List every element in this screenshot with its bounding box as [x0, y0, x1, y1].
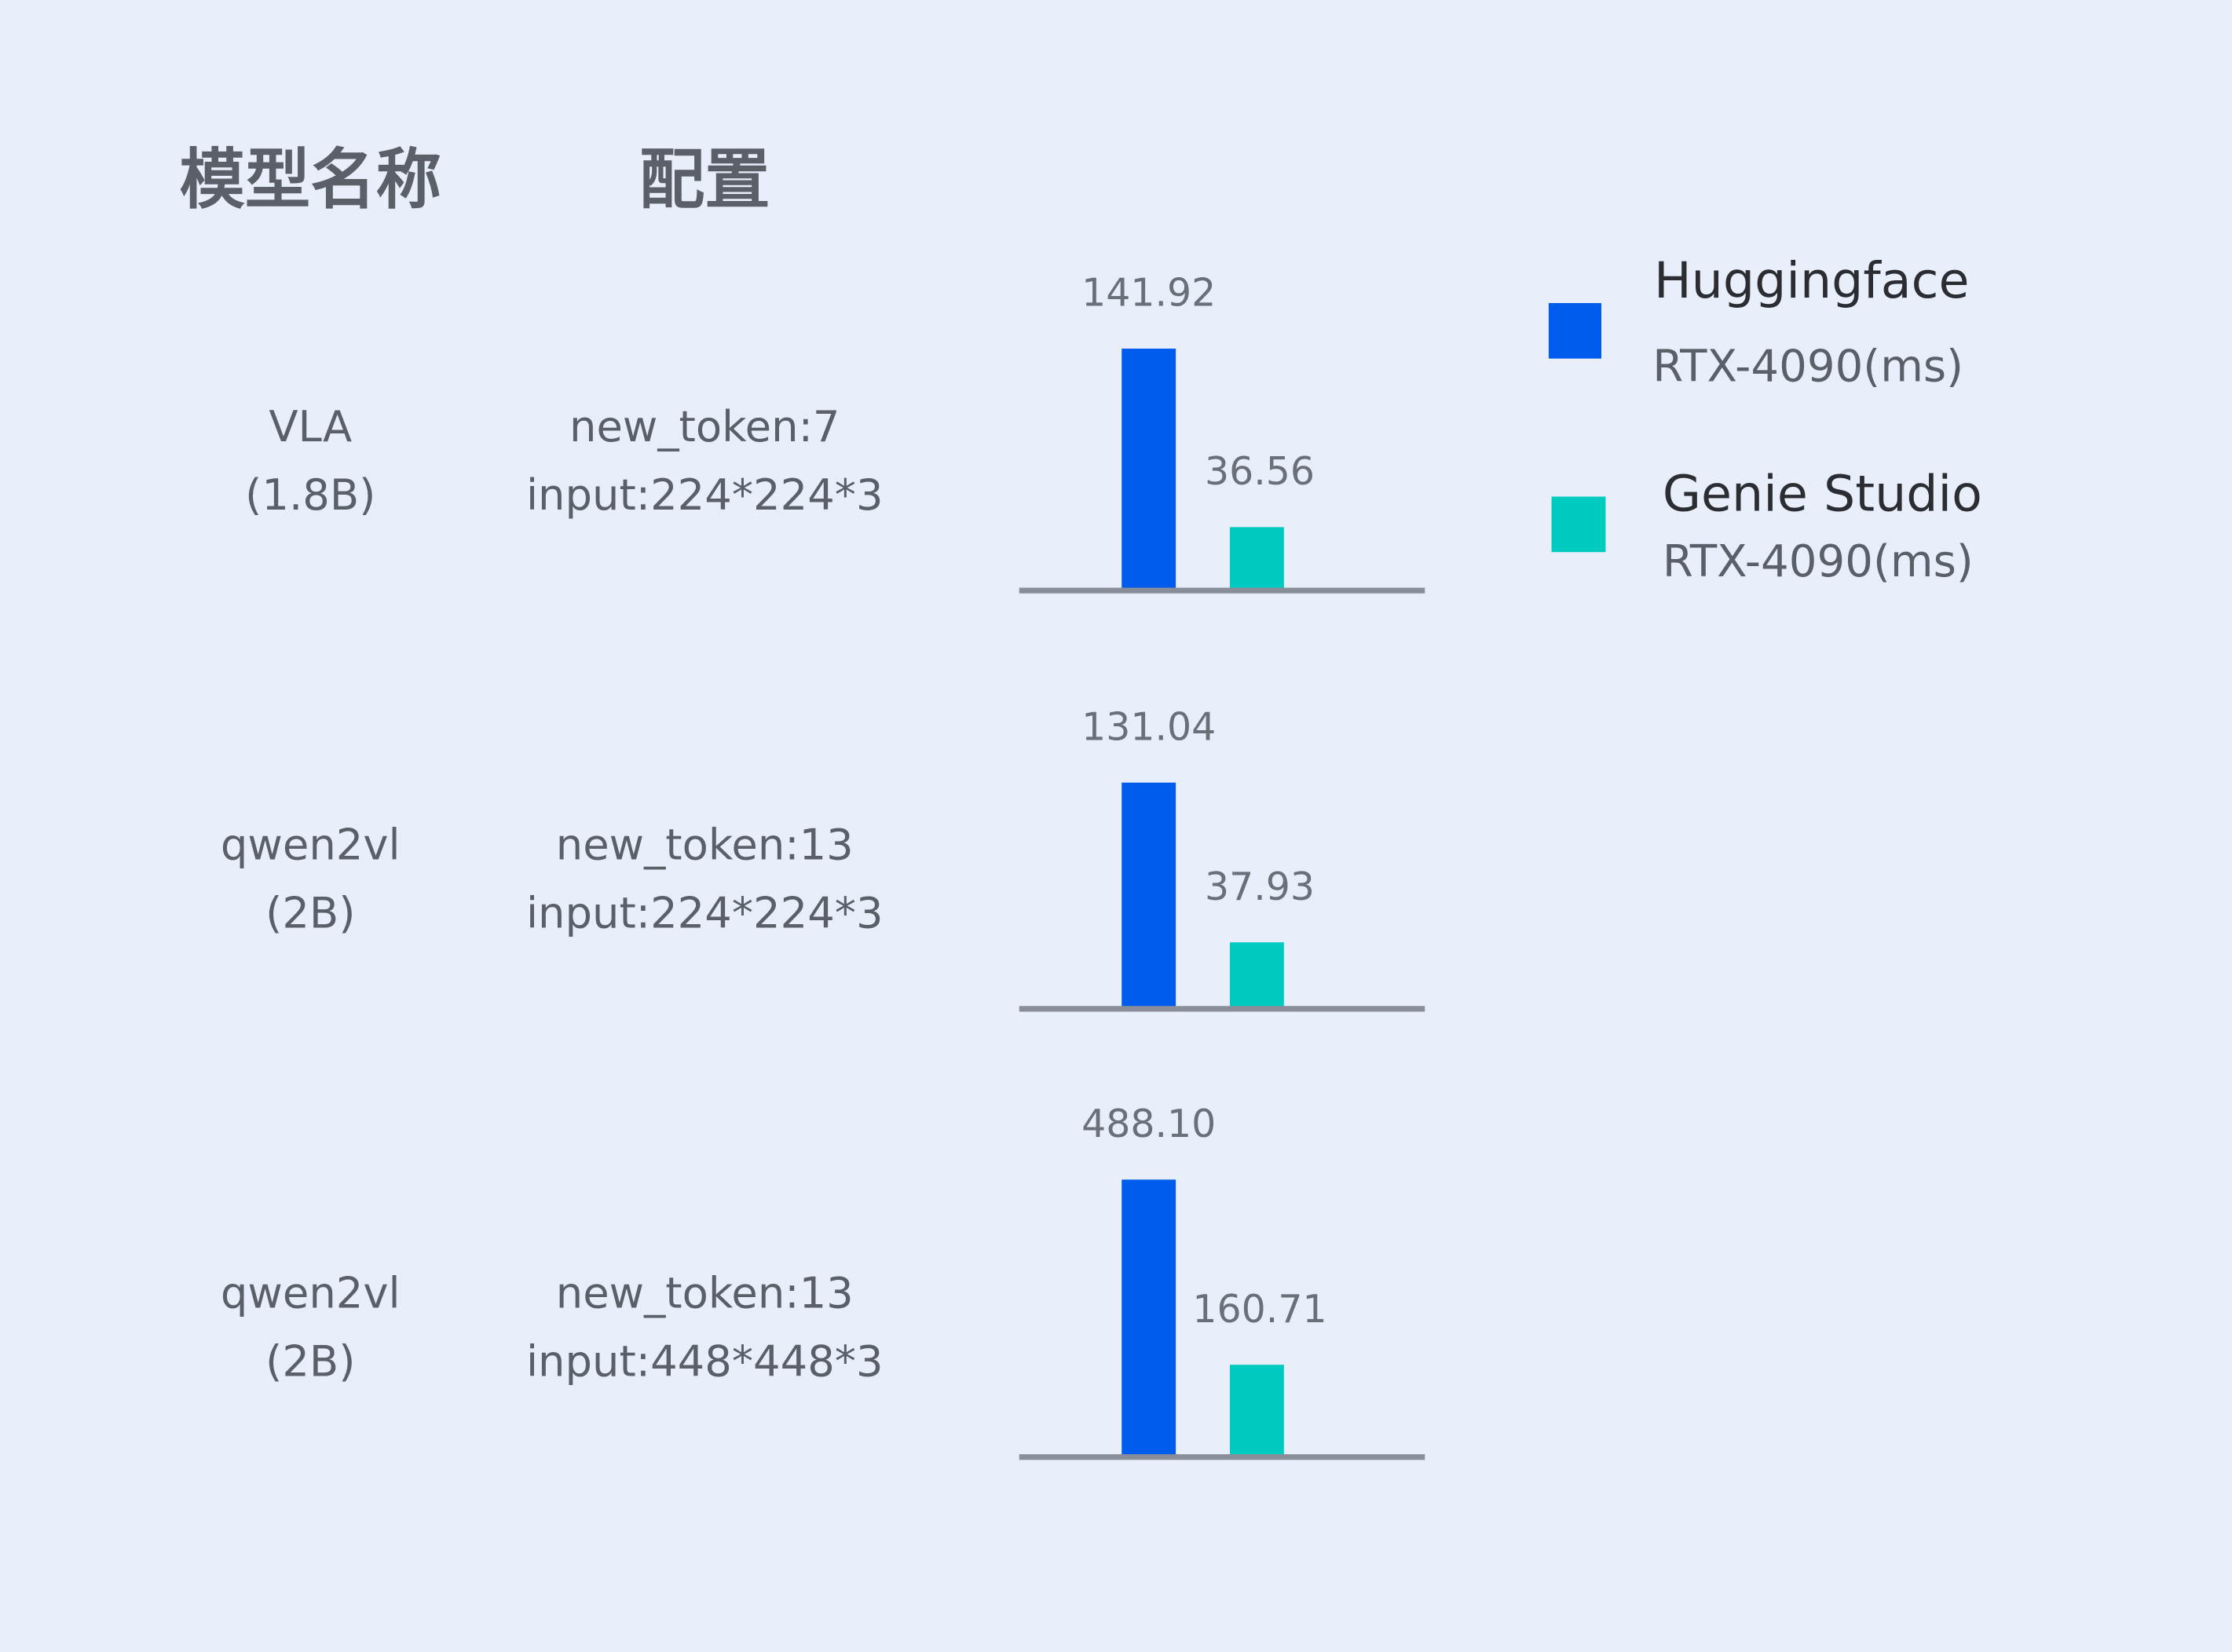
bar-huggingface — [1121, 782, 1176, 1008]
config-tokens: new_token:13 — [556, 1268, 854, 1318]
bar-huggingface — [1121, 1179, 1176, 1456]
row-0: VLA (1.8B) new_token:7 input:224*224*3 141.9… — [245, 271, 1425, 594]
legend: Huggingface RTX-4090(ms) Genie Studio RT… — [1548, 251, 1982, 587]
legend-swatch-huggingface — [1548, 303, 1601, 359]
bar-genie — [1229, 1365, 1284, 1456]
model-name: qwen2vl — [221, 821, 401, 870]
config-input: input:224*224*3 — [526, 470, 884, 520]
legend-sub-huggingface: RTX-4090(ms) — [1652, 342, 1963, 393]
legend-label-genie: Genie Studio — [1663, 465, 1982, 523]
bar-huggingface — [1121, 348, 1176, 590]
legend-swatch-genie — [1551, 496, 1606, 553]
data-label: 488.10 — [1081, 1102, 1216, 1146]
row-2: qwen2vl (2B) new_token:13 input:448*448*3 48… — [221, 1102, 1425, 1460]
model-name: qwen2vl — [221, 1268, 401, 1318]
bar-genie — [1229, 527, 1284, 590]
data-label: 36.56 — [1205, 449, 1315, 494]
config-input: input:224*224*3 — [526, 889, 884, 938]
data-label: 141.92 — [1081, 271, 1216, 316]
legend-sub-genie: RTX-4090(ms) — [1663, 536, 1974, 587]
model-name: VLA — [269, 402, 352, 451]
model-size: (2B) — [265, 1336, 355, 1386]
data-label: 160.71 — [1192, 1287, 1326, 1332]
row-1: qwen2vl (2B) new_token:13 input:224*224*3 13… — [221, 704, 1425, 1012]
data-label: 37.93 — [1205, 864, 1315, 909]
config-tokens: new_token:13 — [556, 821, 854, 870]
model-size: (2B) — [265, 889, 355, 938]
config-input: input:448*448*3 — [526, 1336, 884, 1386]
config-tokens: new_token:7 — [569, 402, 840, 451]
data-label: 131.04 — [1081, 704, 1216, 749]
bar-genie — [1229, 942, 1284, 1008]
model-size: (1.8B) — [245, 470, 375, 520]
header-model: 模型名称 — [180, 141, 441, 217]
legend-label-huggingface: Huggingface — [1654, 251, 1969, 309]
header-config: 配置 — [639, 141, 770, 217]
